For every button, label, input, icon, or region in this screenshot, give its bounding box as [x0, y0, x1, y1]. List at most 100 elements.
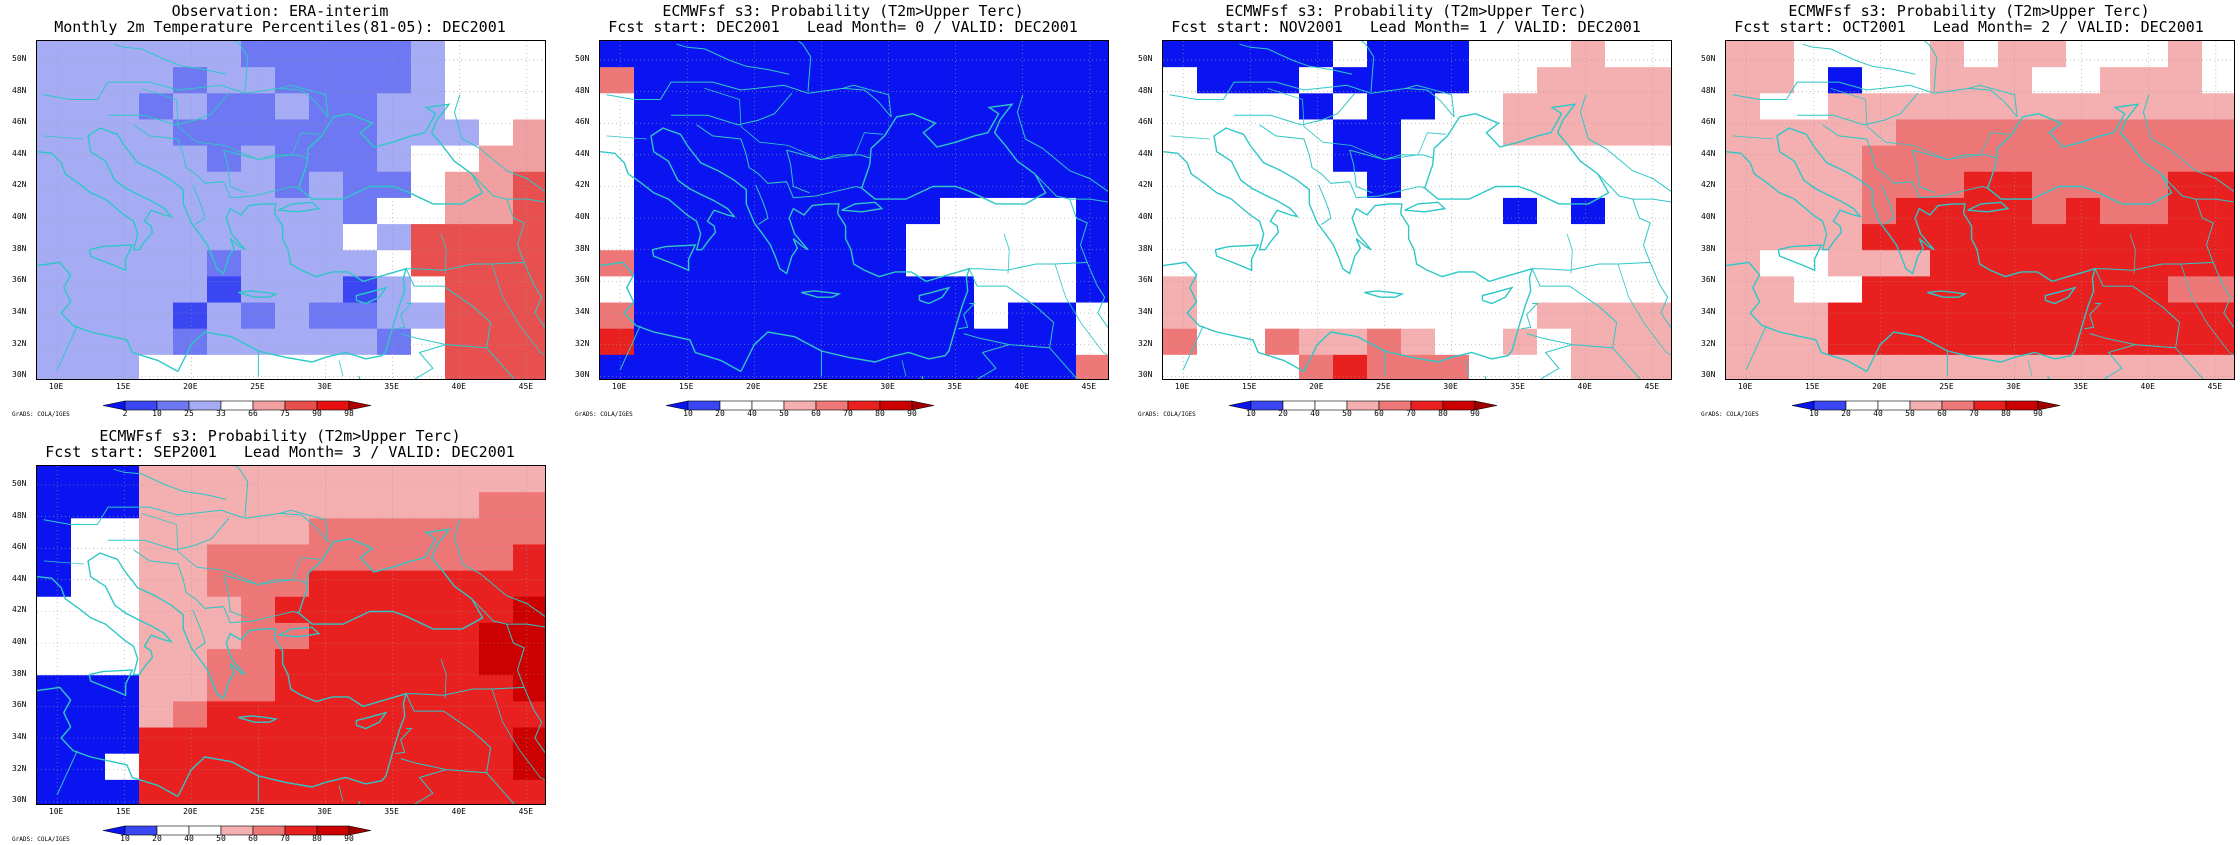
coastline — [1163, 261, 1305, 373]
grid-cell — [479, 197, 514, 225]
grid-cell — [173, 250, 208, 277]
grid-cell — [1760, 41, 1795, 68]
grid-cell — [668, 276, 703, 304]
grid-cell — [1163, 354, 1198, 379]
colorbar-tick-label: 60 — [811, 409, 821, 418]
latitude-label: 40N — [12, 637, 27, 647]
grid-cell — [71, 649, 106, 676]
grid-cell — [1639, 145, 1671, 173]
grid-cell — [1401, 328, 1436, 356]
grid-cell — [1503, 197, 1538, 225]
grid-cell — [770, 93, 805, 121]
grid-cell — [37, 701, 72, 729]
grid-cell — [1076, 302, 1108, 330]
grid-cell — [1794, 41, 1829, 68]
latitude-label: 36N — [1701, 275, 1716, 285]
grid-cell — [1163, 93, 1198, 121]
country-border — [113, 43, 227, 75]
grid-cell — [1930, 197, 1965, 225]
grid-cell — [105, 492, 140, 519]
colorbar — [1791, 396, 2061, 415]
grid-cell — [1537, 276, 1572, 304]
coastline — [278, 201, 321, 213]
grid-cell — [736, 41, 771, 68]
river — [2129, 233, 2136, 274]
grid-cell — [838, 67, 873, 94]
grid-cell — [2134, 302, 2169, 330]
latitude-label: 42N — [1701, 180, 1716, 190]
grid-cell — [804, 302, 839, 330]
grid-cell — [974, 250, 1009, 277]
grid-cell — [1163, 224, 1198, 251]
grid-cell — [1333, 171, 1368, 199]
grid-cell — [139, 145, 174, 173]
latitude-label: 36N — [1138, 275, 1153, 285]
grid-cell — [1828, 119, 1863, 147]
grid-cell — [1537, 328, 1572, 356]
grid-cell — [275, 492, 310, 519]
grid-cell — [1503, 41, 1538, 68]
grid-cell — [139, 224, 174, 251]
grid-cell — [2100, 67, 2135, 94]
grid-cell — [207, 354, 242, 379]
country-border — [413, 344, 447, 379]
grid-cell — [2168, 41, 2203, 68]
country-border — [1016, 94, 1108, 192]
longitude-label: 20E — [1872, 382, 1887, 391]
country-border — [2095, 198, 2214, 271]
country-border — [395, 303, 413, 330]
river — [1267, 88, 1447, 161]
coastline — [600, 127, 737, 251]
grid-cell — [377, 197, 412, 225]
river — [1054, 263, 1108, 356]
latitude-label: 44N — [12, 573, 27, 583]
grid-cell — [445, 492, 480, 519]
grid-cell — [377, 701, 412, 729]
map-svg — [1726, 41, 2234, 379]
grid-cell — [275, 649, 310, 676]
colorbar-tick-label: 90 — [344, 834, 354, 843]
grid-cell — [736, 145, 771, 173]
country-border — [1169, 81, 1455, 118]
coastline — [355, 286, 388, 305]
grid-cell — [513, 41, 545, 68]
grid-cell — [940, 197, 975, 225]
grid-cell — [105, 466, 140, 493]
grid-cell — [71, 276, 106, 304]
grid-cell — [1367, 302, 1402, 330]
grid-cell — [71, 328, 106, 356]
grid-cell — [940, 41, 975, 68]
grid-cell — [1726, 197, 1761, 225]
country-border — [133, 549, 299, 624]
grid-cell — [600, 328, 635, 356]
grid-cell — [1401, 250, 1436, 277]
grid-cell — [1163, 328, 1198, 356]
grid-cell — [1639, 171, 1671, 199]
grid-cell — [1299, 250, 1334, 277]
grid-cell — [600, 197, 635, 225]
latitude-label: 38N — [12, 668, 27, 678]
grid-cell — [1231, 197, 1266, 225]
river — [491, 688, 545, 781]
grid-cell — [207, 93, 242, 121]
grid-cell — [1401, 67, 1436, 94]
panel-title-line1: ECMWFsf s3: Probability (T2m>Upper Terc) — [1225, 2, 1587, 20]
grid-cell — [2032, 197, 2067, 225]
grid-cell — [479, 544, 514, 572]
grid-cell — [1435, 328, 1470, 356]
grid-cell — [1231, 354, 1266, 379]
latitude-label: 40N — [575, 212, 590, 222]
grid-cell — [37, 171, 72, 199]
grid-cell — [139, 67, 174, 94]
grid-cell — [1367, 250, 1402, 277]
coastline — [37, 552, 174, 676]
grads-credit: GrADS: COLA/IGES — [1138, 411, 1196, 418]
longitude-label: 45E — [1081, 382, 1097, 391]
grid-cell — [1998, 354, 2033, 379]
longitude-label: 10E — [1174, 382, 1190, 391]
grid-cell — [513, 171, 545, 199]
colorbar-tick-label: 10 — [152, 409, 162, 418]
grid-cell — [37, 41, 72, 68]
country-border — [43, 81, 329, 118]
colorbar-tick-label: 80 — [2001, 409, 2011, 418]
